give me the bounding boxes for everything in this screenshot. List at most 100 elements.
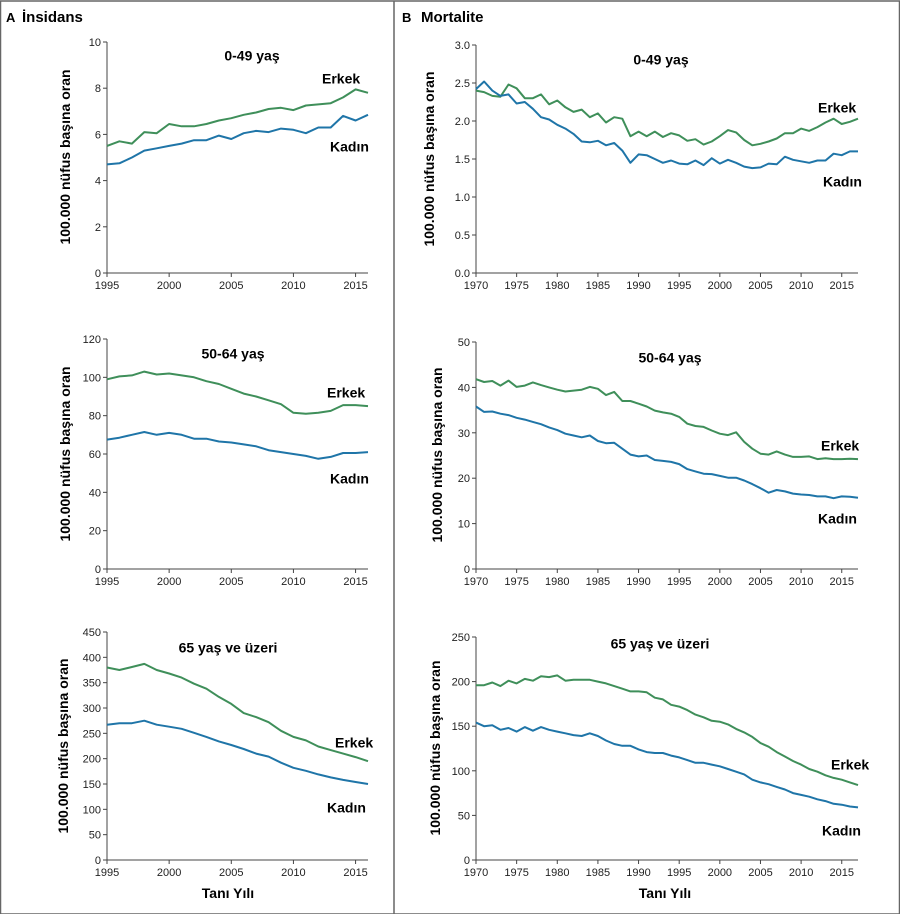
x-tick-label: 1970: [464, 280, 488, 292]
series-line-erkek: [106, 662, 369, 763]
y-tick-label: 150: [83, 779, 101, 791]
y-tick-label: 50: [458, 337, 470, 349]
y-tick-label: 10: [458, 519, 470, 531]
y-tick-label: 80: [89, 411, 101, 423]
x-tick-label: 1990: [626, 576, 650, 588]
y-tick-label: 10: [89, 37, 101, 49]
legend-label-erkek: Erkek: [322, 71, 360, 87]
series-line-erkek: [106, 370, 369, 415]
x-axis-label: Tanı Yılı: [639, 885, 691, 901]
x-tick-label: 2005: [748, 867, 772, 879]
x-tick-label: 1995: [667, 576, 691, 588]
x-tick-label: 2000: [708, 867, 732, 879]
x-tick-label: 1975: [504, 280, 528, 292]
x-tick-label: 2005: [219, 867, 243, 879]
chart-1: 0 2 4 6 8 10 1995 2000 2005 2010 2015 100.000 nüfus…: [57, 37, 369, 292]
chart-6: 0 50 100 150 200 250 1970 1975 1980 1985 1990 1995 2…: [427, 632, 869, 901]
y-tick-label: 4: [95, 176, 101, 188]
series-line-erkek: [106, 88, 369, 147]
y-tick-label: 1.5: [455, 154, 470, 166]
series-line-kadin: [106, 431, 369, 460]
x-tick-label: 1970: [464, 867, 488, 879]
y-tick-label: 1.0: [455, 192, 470, 204]
chart-title: 0-49 yaş: [633, 51, 688, 67]
y-axis-label: 100.000 nüfus başına oran: [55, 658, 71, 833]
y-tick-label: 50: [89, 830, 101, 842]
y-tick-label: 20: [89, 526, 101, 538]
x-tick-label: 2010: [281, 576, 305, 588]
series-line-kadin: [106, 719, 369, 785]
chart-2: 0 20 40 60 80 100 120 1995 2000 2005 2010 2015 100.0…: [57, 334, 369, 588]
legend-label-kadin: Kadın: [818, 511, 857, 527]
series-line-erkek: [475, 83, 859, 147]
x-tick-label: 2000: [157, 867, 181, 879]
panel-b-letter: B: [402, 10, 411, 25]
x-tick-label: 2015: [830, 576, 854, 588]
x-tick-label: 2005: [748, 576, 772, 588]
y-tick-label: 100: [83, 804, 101, 816]
x-tick-label: 2015: [343, 867, 367, 879]
x-tick-label: 2010: [789, 576, 813, 588]
legend-label-kadin: Kadın: [330, 471, 369, 487]
y-tick-label: 400: [83, 652, 101, 664]
x-tick-label: 1995: [667, 867, 691, 879]
y-tick-label: 200: [83, 754, 101, 766]
y-tick-label: 150: [452, 721, 470, 733]
y-tick-label: 0: [464, 564, 470, 576]
y-axis-label: 100.000 nüfus başına oran: [57, 69, 73, 244]
y-tick-label: 2.5: [455, 78, 470, 90]
y-tick-label: 40: [458, 382, 470, 394]
panel-b-title: Mortalite: [421, 9, 484, 26]
y-tick-label: 2: [95, 222, 101, 234]
x-tick-label: 2010: [789, 280, 813, 292]
x-tick-label: 1995: [95, 280, 119, 292]
y-tick-label: 30: [458, 428, 470, 440]
legend-label-erkek: Erkek: [818, 100, 856, 116]
x-tick-label: 1995: [667, 280, 691, 292]
x-tick-label: 1985: [586, 576, 610, 588]
x-tick-label: 1990: [626, 280, 650, 292]
x-tick-label: 1990: [626, 867, 650, 879]
series-line-kadin: [475, 80, 858, 170]
legend-label-erkek: Erkek: [821, 438, 859, 454]
x-tick-label: 1970: [464, 576, 488, 588]
x-tick-label: 2010: [281, 867, 305, 879]
x-axis-label: Tanı Yılı: [202, 885, 254, 901]
x-tick-label: 2015: [343, 280, 367, 292]
x-tick-label: 2015: [830, 280, 854, 292]
legend-label-erkek: Erkek: [335, 735, 373, 751]
y-tick-label: 0.5: [455, 230, 470, 242]
y-tick-label: 450: [83, 627, 101, 639]
x-tick-label: 1985: [586, 867, 610, 879]
legend-label-kadin: Kadın: [330, 139, 369, 155]
series-line-kadin: [475, 405, 859, 500]
series-line-kadin: [106, 113, 369, 166]
chart-title: 65 yaş ve üzeri: [179, 639, 278, 655]
y-axis-label: 100.000 nüfus başına oran: [421, 71, 437, 246]
y-axis-label: 100.000 nüfus başına oran: [57, 366, 73, 541]
y-tick-label: 20: [458, 473, 470, 485]
x-tick-label: 2005: [748, 280, 772, 292]
series-line-erkek: [476, 674, 859, 787]
chart-title: 65 yaş ve üzeri: [611, 635, 710, 651]
x-tick-label: 2005: [219, 576, 243, 588]
panel-a-title: İnsidans: [22, 9, 83, 26]
x-tick-label: 2000: [708, 280, 732, 292]
x-tick-label: 2010: [789, 867, 813, 879]
y-tick-label: 0: [95, 564, 101, 576]
series-line-erkek: [475, 378, 859, 461]
panel-a-letter: A: [6, 10, 16, 25]
x-tick-label: 1995: [95, 867, 119, 879]
y-tick-label: 0: [95, 268, 101, 280]
y-tick-label: 0.0: [455, 268, 470, 280]
x-tick-label: 2000: [157, 576, 181, 588]
y-tick-label: 100: [452, 766, 470, 778]
x-tick-label: 2015: [830, 867, 854, 879]
y-tick-label: 100: [83, 372, 101, 384]
y-tick-label: 60: [89, 449, 101, 461]
x-tick-label: 2010: [281, 280, 305, 292]
y-tick-label: 50: [458, 810, 470, 822]
